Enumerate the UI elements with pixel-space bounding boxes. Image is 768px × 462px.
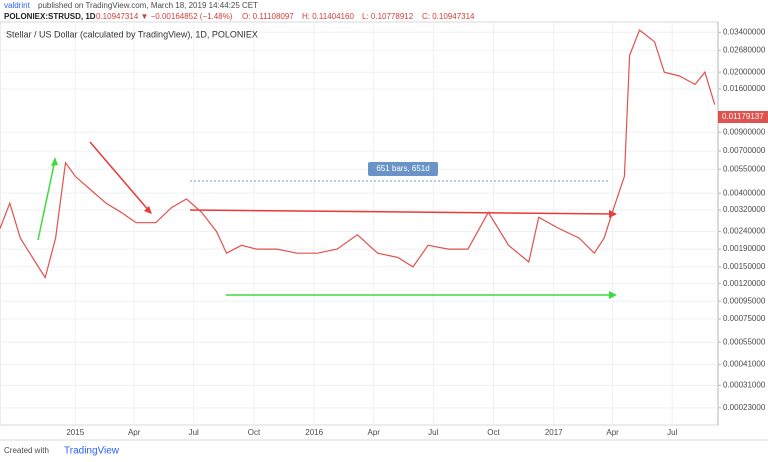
high: H: 0.11404160 bbox=[302, 12, 354, 21]
arrow-head bbox=[144, 206, 152, 214]
resistance-line bbox=[189, 209, 616, 215]
y-tick-label: 0.00031000 bbox=[723, 380, 766, 389]
author[interactable]: valdrint bbox=[4, 1, 31, 10]
y-tick-label: 0.00055000 bbox=[723, 337, 766, 346]
x-tick-label: 2016 bbox=[305, 428, 323, 437]
y-tick-label: 0.00900000 bbox=[723, 127, 766, 136]
x-tick-label: Jul bbox=[189, 428, 199, 437]
y-tick-label: 0.00095000 bbox=[723, 296, 766, 305]
x-tick-label: Oct bbox=[487, 428, 500, 437]
y-tick-label: 0.02680000 bbox=[723, 45, 766, 54]
y-tick-label: 0.00240000 bbox=[723, 227, 766, 236]
arrow-head bbox=[609, 291, 617, 299]
y-tick-label: 0.01600000 bbox=[723, 84, 766, 93]
y-tick-label: 0.00075000 bbox=[723, 314, 766, 323]
chart-title: Stellar / US Dollar (calculated by Tradi… bbox=[6, 29, 258, 39]
x-tick-label: Apr bbox=[367, 428, 380, 437]
trend-arrow bbox=[89, 141, 151, 213]
price-line bbox=[0, 29, 716, 280]
y-tick-label: 0.00700000 bbox=[723, 146, 766, 155]
open: O: 0.11108097 bbox=[242, 12, 294, 21]
symbol: POLONIEX:STRUSD, 1D bbox=[4, 12, 96, 21]
trend-arrow bbox=[37, 159, 56, 241]
x-tick-label: Oct bbox=[248, 428, 261, 437]
x-tick-label: Jul bbox=[428, 428, 438, 437]
y-tick-label: 0.00190000 bbox=[723, 244, 766, 253]
range-badge bbox=[368, 162, 438, 176]
low: L: 0.10778912 bbox=[362, 12, 414, 21]
drawings: 651 bars, 651d bbox=[37, 141, 617, 299]
footer-text: Created with bbox=[4, 446, 49, 455]
published: published on TradingView.com, March 18, … bbox=[38, 1, 258, 10]
y-tick-label: 0.00550000 bbox=[723, 164, 766, 173]
x-tick-label: 2017 bbox=[545, 428, 563, 437]
y-tick-label: 0.02000000 bbox=[723, 67, 766, 76]
x-tick-label: Jul bbox=[667, 428, 677, 437]
y-tick-label: 0.03400000 bbox=[723, 27, 766, 36]
x-tick-label: Apr bbox=[128, 428, 141, 437]
last-price: 0.10947314 ▼ −0.00164852 (−1.48%) bbox=[96, 12, 233, 21]
y-tick-label: 0.00120000 bbox=[723, 279, 766, 288]
arrow-head bbox=[51, 157, 58, 166]
range-label: 651 bars, 651d bbox=[376, 164, 429, 173]
grid bbox=[0, 22, 718, 425]
y-tick-label: 0.00150000 bbox=[723, 262, 766, 271]
y-tick-label: 0.00041000 bbox=[723, 359, 766, 368]
footer-brand[interactable]: TradingView bbox=[64, 446, 120, 457]
y-tick-label: 0.00023000 bbox=[723, 403, 766, 412]
close: C: 0.10947314 bbox=[422, 12, 475, 21]
x-tick-label: 2015 bbox=[66, 428, 84, 437]
price-label: 0.01179137 bbox=[722, 112, 764, 121]
price-badge bbox=[718, 111, 768, 123]
x-tick-label: Apr bbox=[606, 428, 619, 437]
y-tick-label: 0.00400000 bbox=[723, 188, 766, 197]
y-tick-label: 0.00320000 bbox=[723, 205, 766, 214]
